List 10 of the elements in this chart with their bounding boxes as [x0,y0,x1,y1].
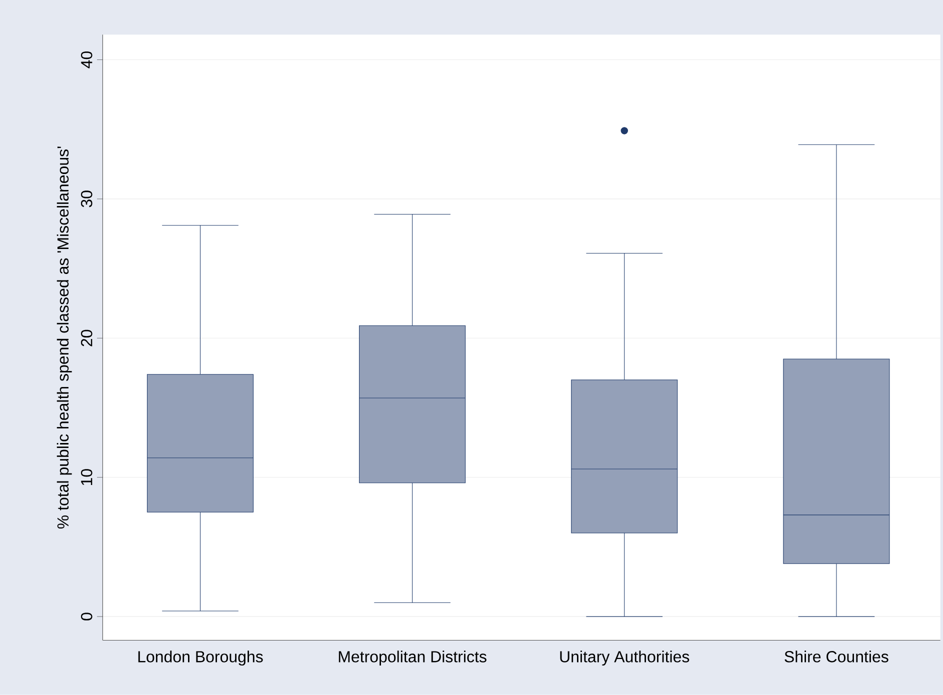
y-tick-label: 40 [80,51,92,68]
y-tick-label: 30 [80,190,92,208]
x-tick-label: Unitary Authorities [560,650,690,666]
x-tick-label: Metropolitan Districts [338,650,486,666]
y-tick-label: 10 [80,469,92,486]
y-axis-title: % total public health spend classed as 'Miscellaneous' [56,146,72,529]
y-tick-label: 0 [80,612,92,620]
x-tick-label: Shire Counties [784,650,888,662]
x-tick-label: London Boroughs [138,650,263,666]
y-tick-label: 20 [80,330,92,346]
